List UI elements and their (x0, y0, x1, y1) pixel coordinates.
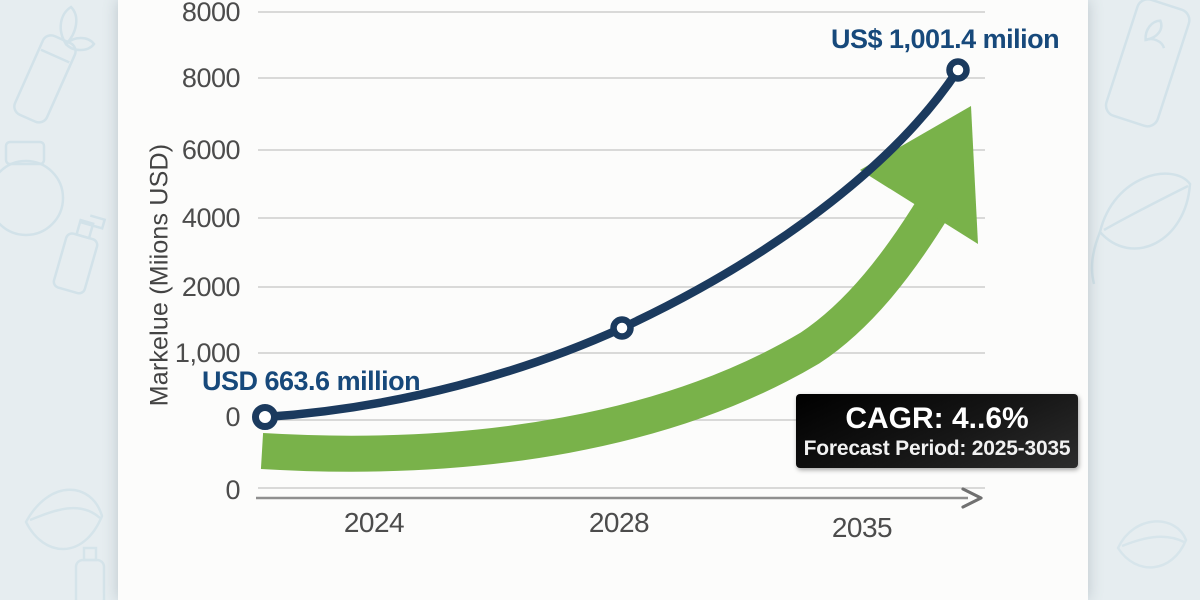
y-tick-label: 8000 (181, 0, 241, 27)
start-value-label: USD 663.6 million (202, 366, 421, 396)
jar-icon (0, 140, 65, 237)
y-tick-label: 0 (225, 475, 240, 505)
pump-bottle-icon (52, 214, 107, 295)
end-value-label: US$ 1,001.4 milion (831, 24, 1060, 54)
x-tick-label: 2035 (831, 512, 893, 543)
cagr-value: CAGR: 4..6% (845, 401, 1029, 435)
background-left-strip (0, 0, 118, 600)
y-tick-label: 1,000 (174, 338, 241, 368)
y-tick-label: 0 (225, 402, 240, 432)
sprout-icon (59, 5, 96, 52)
y-tick-label: 8000 (181, 63, 241, 93)
y-tick-label: 2000 (181, 272, 241, 302)
forecast-period: Forecast Period: 2025-3035 (803, 436, 1071, 460)
bottle-icon (74, 546, 106, 600)
leaf-icon (24, 488, 104, 551)
x-tick-label: 2028 (588, 507, 650, 538)
y-tick-label: 6000 (181, 135, 241, 165)
cosmetic-tube-icon (1104, 0, 1191, 128)
x-tick-label: 2024 (343, 507, 405, 538)
leaf-icon (1090, 172, 1192, 285)
y-tick-label: 4000 (181, 203, 241, 233)
cagr-box: CAGR: 4..6% Forecast Period: 2025-3035 (796, 394, 1078, 468)
cosmetic-tube-icon (13, 34, 77, 124)
background-right-strip (1088, 0, 1200, 600)
leaf-icon (1116, 520, 1188, 569)
